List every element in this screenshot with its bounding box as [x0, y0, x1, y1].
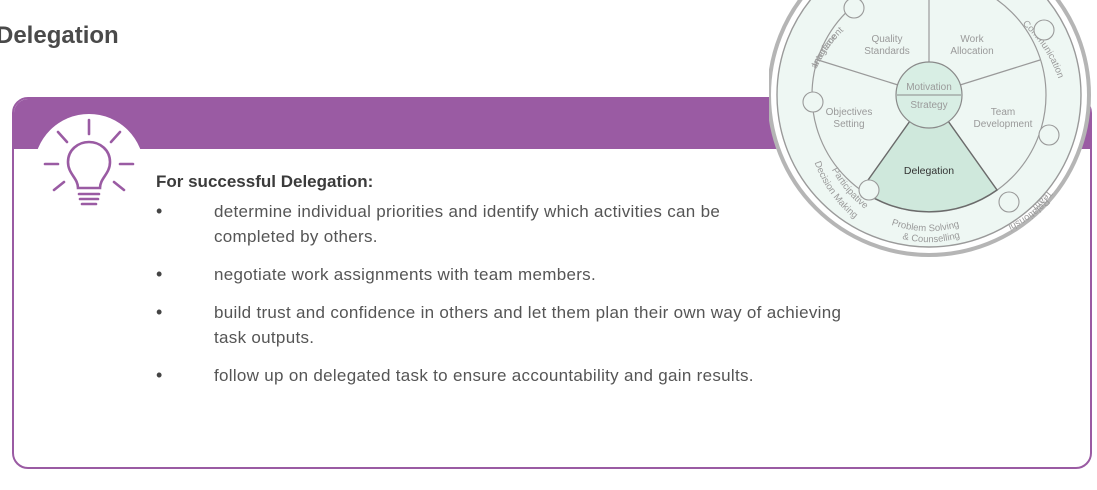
bullet-list: determine individual priorities and iden… [156, 199, 1056, 388]
segment-label-objectives-setting-2: Setting [833, 119, 864, 130]
segment-label-team-development: Team [991, 107, 1015, 118]
team-leadership-wheel-diagram: Motivation Strategy Quality Standards Wo… [769, 0, 1097, 265]
segment-label-work-allocation-2: Allocation [950, 46, 993, 57]
card-heading: For successful Delegation: [156, 172, 374, 191]
segment-label-objectives-setting: Objectives [826, 107, 873, 118]
lightbulb-icon [34, 114, 144, 224]
ring-label-counselling: & Counselling [902, 230, 962, 245]
bullet-item: determine individual priorities and iden… [156, 199, 754, 249]
bullet-item: build trust and confidence in others and… [156, 300, 854, 350]
wheel-center-top-label: Motivation [906, 82, 952, 93]
bullet-item: negotiate work assignments with team mem… [156, 262, 1056, 287]
segment-label-quality-standards-2: Standards [864, 46, 910, 57]
wheel-center-bottom-label: Strategy [910, 100, 947, 111]
segment-label-delegation: Delegation [904, 165, 954, 177]
page-title: Delegation [0, 22, 119, 49]
segment-label-team-development-2: Development [974, 119, 1033, 130]
segment-label-quality-standards: Quality [871, 34, 902, 45]
bullet-item: follow up on delegated task to ensure ac… [156, 363, 1056, 388]
segment-label-work-allocation: Work [960, 34, 984, 45]
